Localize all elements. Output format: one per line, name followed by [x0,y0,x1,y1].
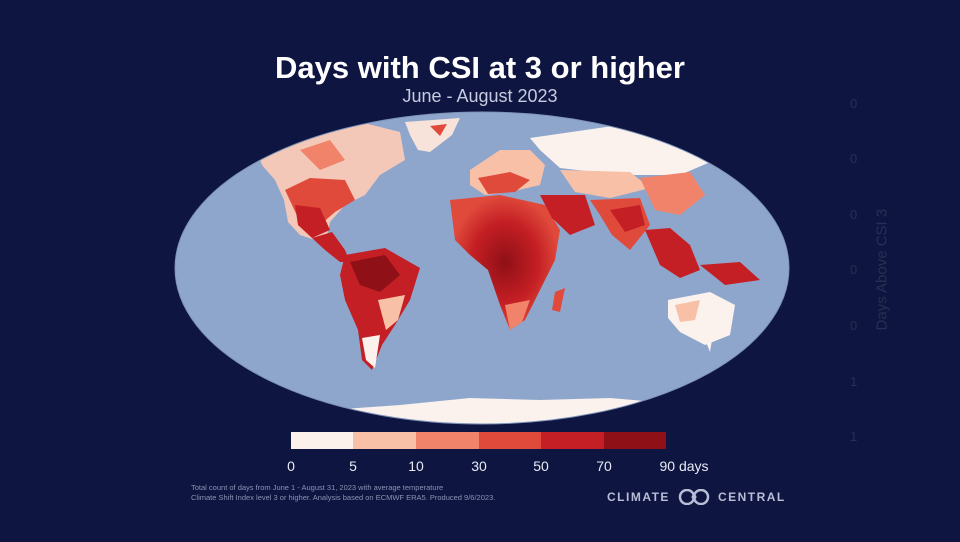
ghost-tick: 0 [850,207,858,222]
color-legend [291,432,666,449]
ghost-tick: 0 [850,262,858,277]
central-america [312,232,350,262]
brand-left: CLIMATE [607,490,670,504]
africa [450,195,560,330]
footnote: Total count of days from June 1 - August… [191,483,551,503]
legend-label: 10 [408,458,424,474]
ghost-tick: 1 [850,429,858,444]
map-subtitle: June - August 2023 [402,86,558,106]
legend-label: 0 [287,458,295,474]
east-asia [640,172,705,215]
legend-swatch [604,432,666,449]
legend-label: 50 [533,458,549,474]
southeast-asia [645,228,700,278]
climate-central-logo-icon [678,489,710,505]
legend-swatch [541,432,604,449]
footnote-line: Climate Shift Index level 3 or higher. A… [191,493,496,502]
greenland [405,118,460,152]
legend-label: 90 days [659,458,709,474]
footnote-line: Total count of days from June 1 - August… [191,483,444,492]
legend-label: 5 [349,458,357,474]
map-title: Days with CSI at 3 or higher [275,50,685,85]
ghost-tick: 0 [850,318,858,333]
legend-label: 70 [596,458,612,474]
ghost-tick: 1 [850,374,858,389]
legend-swatch [291,432,353,449]
ghost-tick: 0 [850,96,858,111]
brand: CLIMATE CENTRAL [607,489,786,505]
legend-label: 30 [471,458,487,474]
ghost-tick: 0 [850,151,858,166]
legend-labels: 0 5 10 30 50 70 90 days [0,458,960,478]
middle-east [540,195,595,235]
legend-swatch [479,432,541,449]
brand-right: CENTRAL [717,490,786,504]
legend-swatch [416,432,479,449]
legend-swatch [353,432,416,449]
